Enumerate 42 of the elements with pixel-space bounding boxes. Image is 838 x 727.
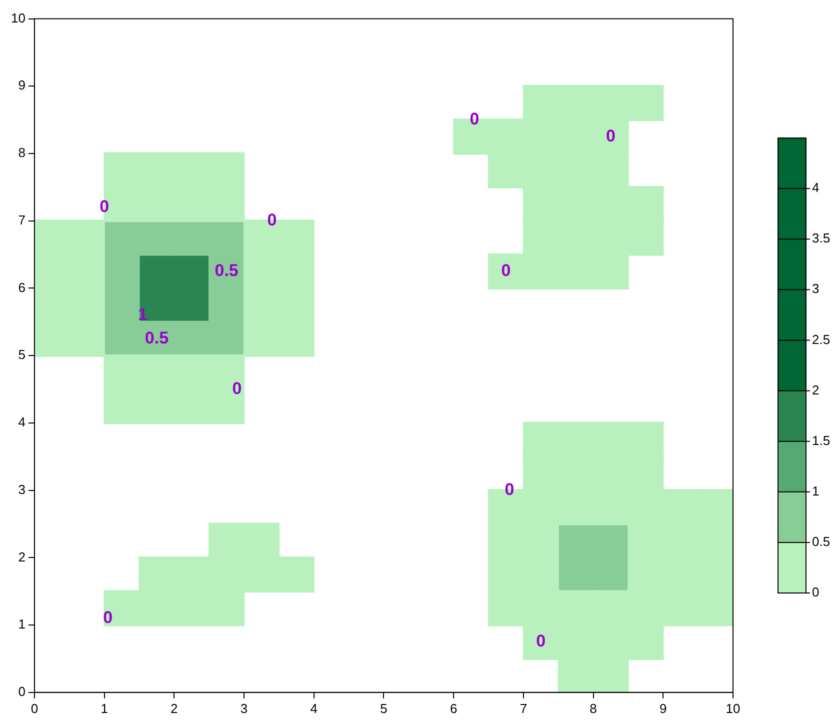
color-bar-label: 4 [812,180,820,196]
annotation: 0 [470,110,480,129]
x-tick-label: 3 [240,700,248,716]
y-tick-label: 6 [18,280,26,295]
annotation: 0 [103,608,113,627]
x-tick-label: 5 [380,700,388,716]
color-bar-label: 1 [812,483,820,498]
x-tick-label: 6 [450,700,458,716]
y-tick-label: 3 [18,482,26,497]
y-tick-label: 7 [18,212,26,228]
x-tick-label: 8 [590,700,597,716]
annotation: 0 [606,126,616,146]
y-tick-label: 9 [18,78,26,93]
color-bar-label: 0.5 [812,534,830,550]
y-tick-label: 8 [18,145,26,160]
annotation: 0.5 [144,328,169,348]
annotation: 0 [232,378,242,398]
y-tick-label: 10 [10,10,26,26]
x-tick-label: 9 [660,700,667,716]
x-tick-label: 2 [170,700,178,716]
annotation: 0 [267,210,277,230]
color-bar-label: 3.5 [812,230,830,246]
y-tick-label: 0 [18,684,26,699]
y-tick-label: 2 [18,549,26,564]
annotation: 0 [501,261,511,280]
annotation: 0 [536,632,546,651]
x-tick-label: 0 [30,700,38,716]
color-bar-label: 0 [812,584,820,600]
annotation: 0.5 [214,261,238,280]
annotation: 0 [504,480,514,500]
y-tick-label: 1 [18,616,26,632]
x-tick-label: 1 [100,700,108,716]
y-tick-label: 5 [18,347,26,362]
x-tick-label: 10 [726,700,740,716]
color-bar-label: 3 [812,281,820,296]
color-bar-label: 2.5 [812,332,830,347]
y-tick-label: 4 [18,414,26,430]
x-tick-label: 7 [520,700,528,716]
x-tick-label: 4 [310,700,318,716]
color-bar-label: 2 [812,382,820,398]
annotation: 0 [100,197,110,216]
color-bar-label: 1.5 [812,432,830,448]
